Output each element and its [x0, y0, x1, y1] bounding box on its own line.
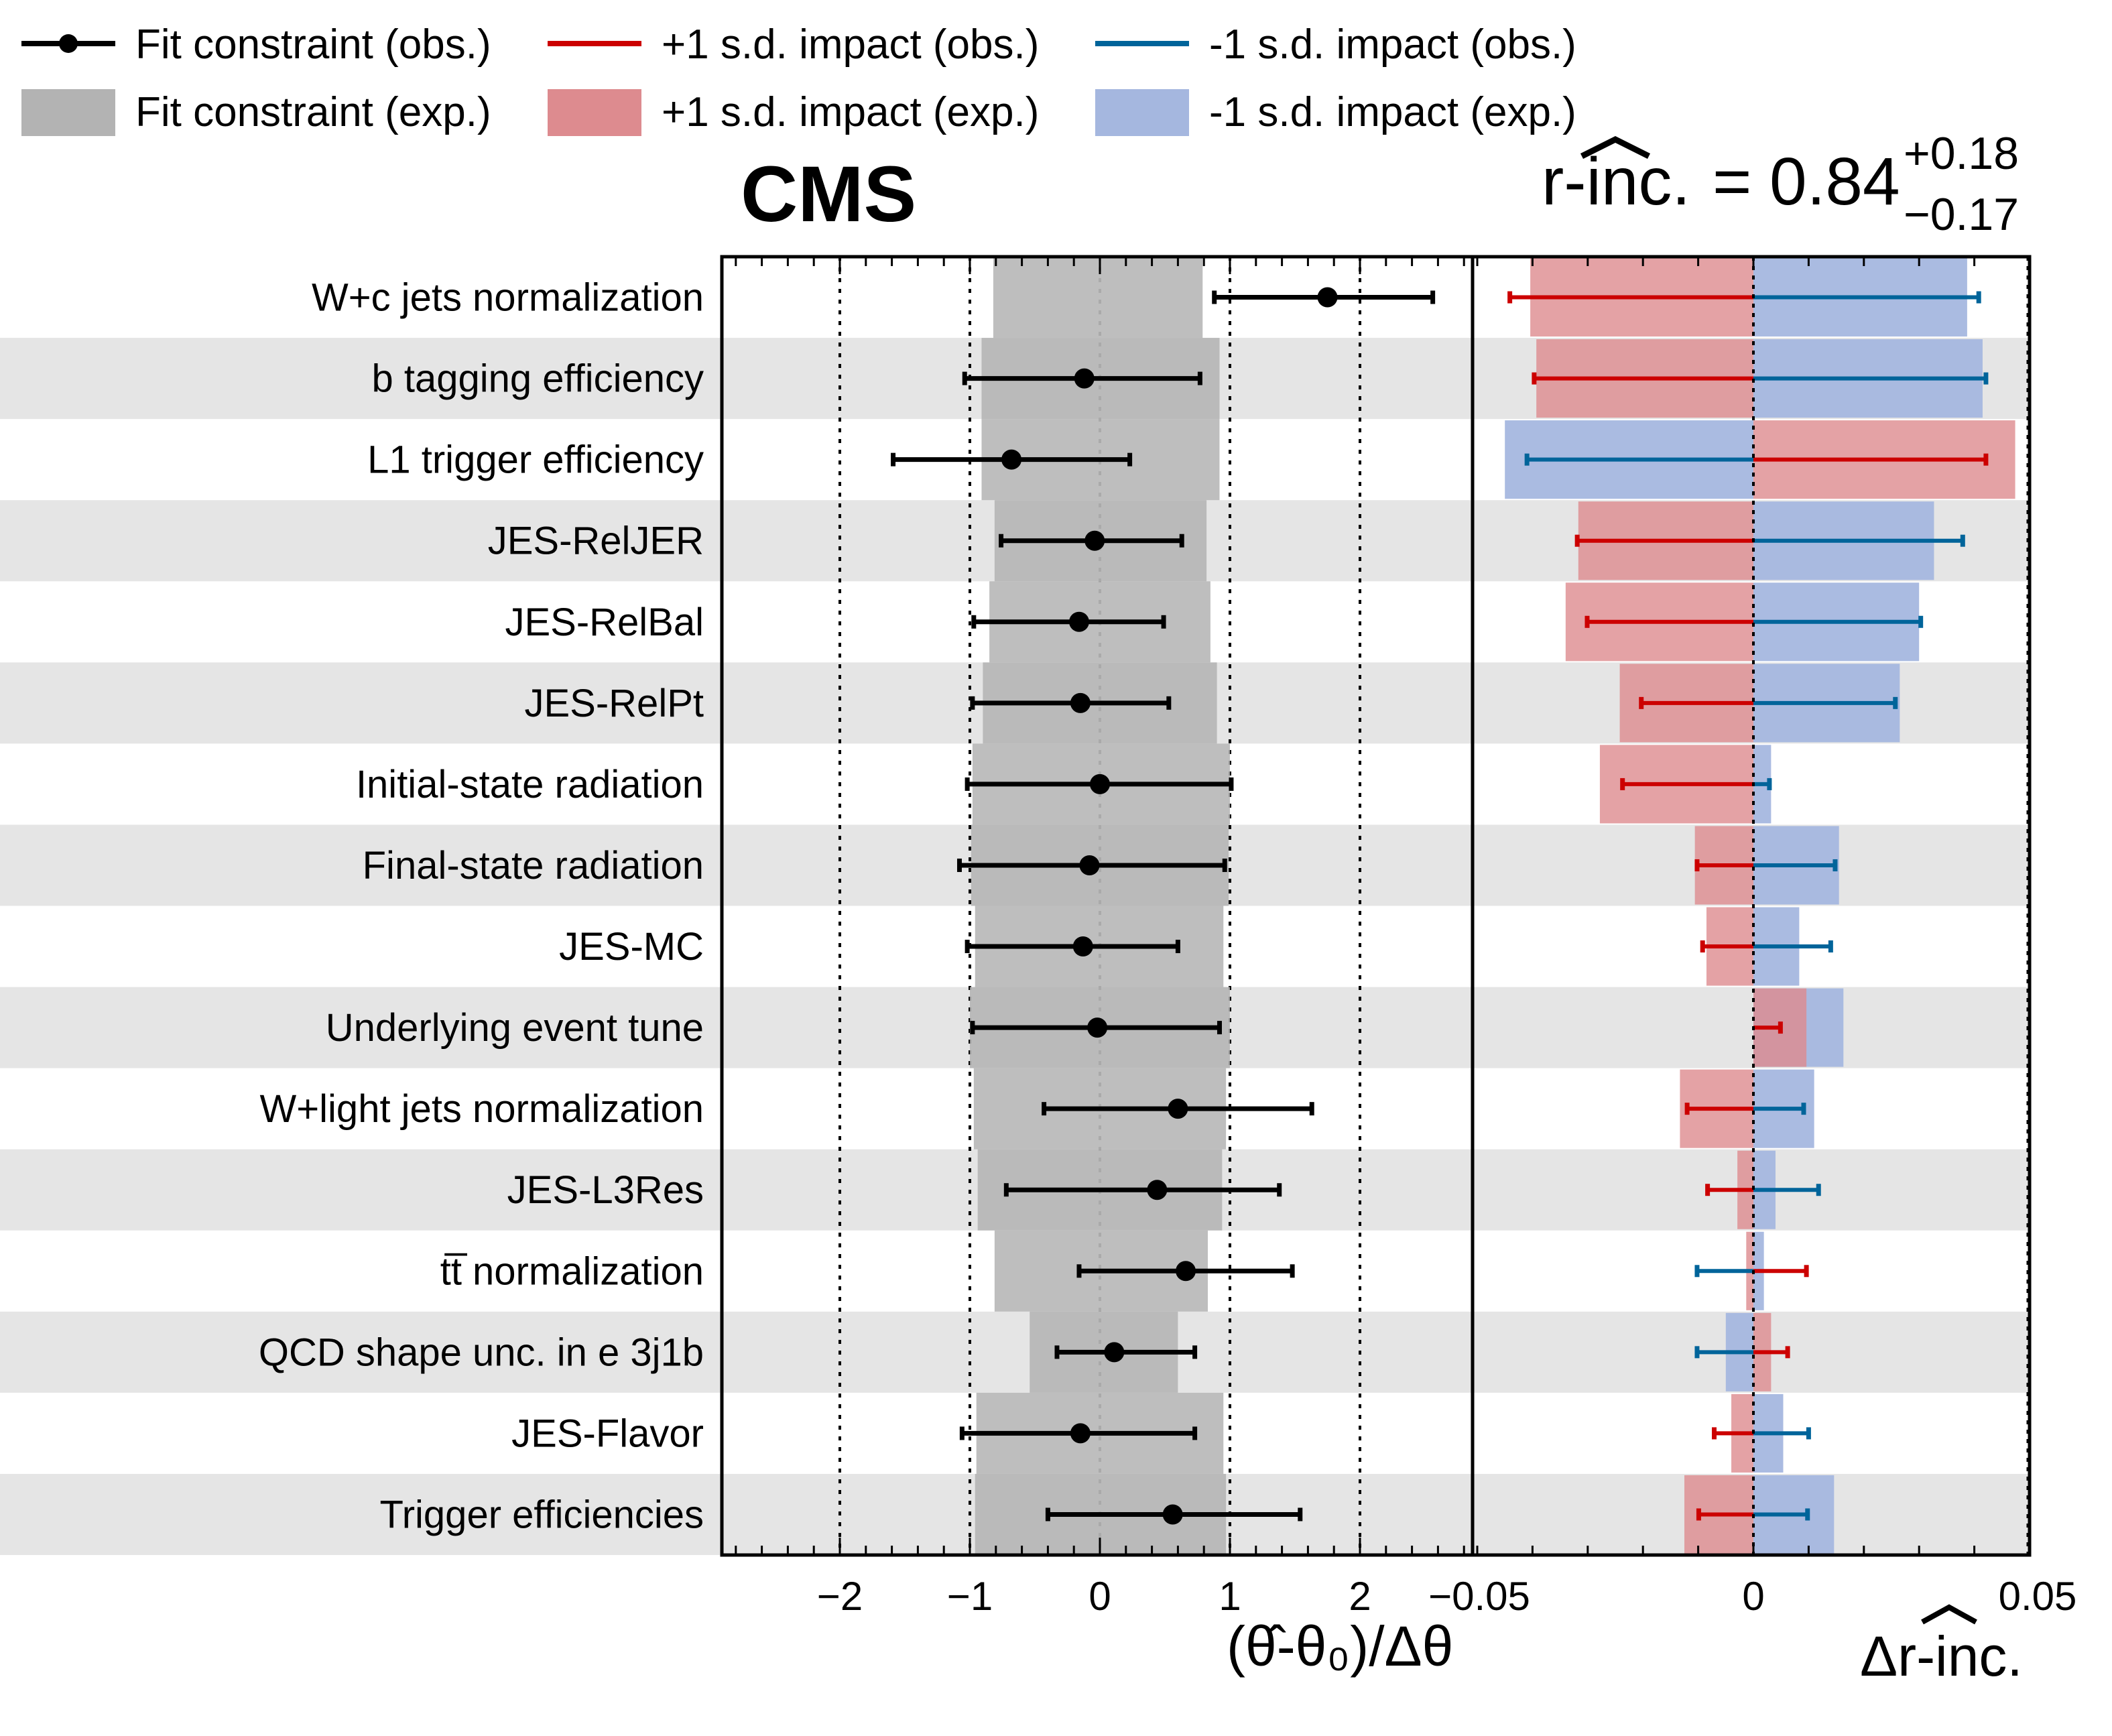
legend-label: Fit constraint (obs.): [135, 21, 491, 68]
pull-tick-label: 2: [1349, 1574, 1371, 1619]
nuisance-label: JES-Flavor: [511, 1412, 704, 1455]
legend-label: -1 s.d. impact (obs.): [1209, 21, 1576, 68]
axes: −2 −1 0 1 2 −0.05 0 0.05: [735, 257, 2077, 1619]
pull-marker: [1070, 1423, 1091, 1444]
impact-xlabel: Δr-inc.: [1860, 1625, 2023, 1688]
nuisance-label: Final-state radiation: [363, 844, 704, 887]
pull-marker: [1147, 1180, 1168, 1200]
cms-label: CMS: [741, 150, 916, 239]
legend-swatch: [1095, 89, 1189, 136]
poi-name: r-inc.: [1542, 144, 1690, 219]
poi-equals: =: [1713, 144, 1751, 219]
impact-panel: [1505, 257, 2029, 1555]
nuisance-label: Initial-state radiation: [356, 763, 704, 806]
row-background: [0, 1311, 2030, 1393]
pull-marker: [1079, 855, 1100, 875]
pull-tick-label: −1: [947, 1574, 993, 1619]
legend-item: Fit constraint (obs.): [21, 21, 491, 68]
nuisance-label: JES-MC: [559, 925, 704, 969]
nuisance-label: QCD shape unc. in e 3j1b: [259, 1330, 704, 1374]
pull-marker: [1072, 936, 1093, 957]
nuisance-label: JES-L3Res: [507, 1168, 704, 1212]
legend-label: +1 s.d. impact (exp.): [662, 89, 1039, 135]
poi-err-down: −0.17: [1904, 189, 2019, 240]
panel-frames: [720, 255, 2032, 1557]
pull-marker: [1090, 773, 1110, 794]
pull-tick-label: 0: [1089, 1574, 1111, 1619]
legend: Fit constraint (obs.) +1 s.d. impact (obs…: [21, 21, 1576, 136]
pull-marker: [1168, 1099, 1188, 1119]
pull-tick-label: 1: [1219, 1574, 1241, 1619]
plot-frame: [720, 255, 2032, 1557]
pull-marker: [1087, 1017, 1108, 1038]
pull-marker: [1317, 287, 1338, 308]
impact-axis-title: Δr-inc.: [1860, 1604, 2023, 1688]
poi-result: r-inc. = 0.84 +0.18 −0.17: [1542, 128, 2019, 240]
pull-panel: [838, 257, 1436, 1555]
pull-tick-label: −2: [817, 1574, 863, 1619]
legend-item: -1 s.d. impact (exp.): [1095, 89, 1576, 136]
nuisance-label: Underlying event tune: [326, 1006, 704, 1050]
impact-tick-label: 0.05: [1999, 1574, 2077, 1619]
poi-err-up: +0.18: [1904, 128, 2019, 179]
poi-value: 0.84: [1769, 144, 1900, 219]
nuisance-labels: W+c jets normalization b tagging efficien…: [259, 276, 704, 1537]
pull-marker: [1104, 1342, 1125, 1363]
impact-tick-label: −0.05: [1428, 1574, 1530, 1619]
nuisance-label: JES-RelPt: [524, 682, 704, 725]
legend-item: +1 s.d. impact (exp.): [548, 89, 1039, 136]
nuisance-label: JES-RelBal: [505, 601, 704, 644]
pull-marker: [1001, 449, 1022, 470]
legend-swatch: [548, 89, 641, 136]
legend-item: Fit constraint (exp.): [21, 89, 491, 136]
impact-tick-label: 0: [1742, 1574, 1764, 1619]
legend-item: -1 s.d. impact (obs.): [1095, 21, 1576, 68]
legend-label: -1 s.d. impact (exp.): [1209, 89, 1576, 135]
nuisance-label: W+light jets normalization: [260, 1087, 704, 1131]
nuisance-label: W+c jets normalization: [312, 276, 704, 320]
nuisance-label: tt̅ normalization: [440, 1249, 704, 1293]
pull-marker: [1162, 1504, 1183, 1525]
legend-label: Fit constraint (exp.): [135, 89, 491, 135]
pull-marker: [1074, 368, 1095, 389]
expected-band: [993, 257, 1203, 338]
nuisance-label: L1 trigger efficiency: [367, 438, 704, 482]
pull-xlabel: (θ̂-θ₀)/Δθ: [1227, 1615, 1453, 1678]
impact-hat-icon: [1921, 1604, 1977, 1625]
legend-label: +1 s.d. impact (obs.): [662, 21, 1039, 68]
legend-item: +1 s.d. impact (obs.): [548, 21, 1039, 68]
legend-marker: [59, 34, 78, 53]
nuisance-label: JES-RelJER: [488, 519, 704, 563]
pull-marker: [1084, 530, 1105, 551]
legend-swatch: [21, 89, 115, 136]
nuisance-label: Trigger efficiencies: [379, 1493, 704, 1536]
pull-marker: [1068, 611, 1089, 632]
pull-marker: [1070, 692, 1091, 713]
nuisance-label: b tagging efficiency: [372, 357, 704, 401]
poi-hat-icon: [1580, 135, 1651, 160]
pull-axis-title: (θ̂-θ₀)/Δθ: [1227, 1615, 1453, 1678]
pull-marker: [1176, 1261, 1196, 1282]
